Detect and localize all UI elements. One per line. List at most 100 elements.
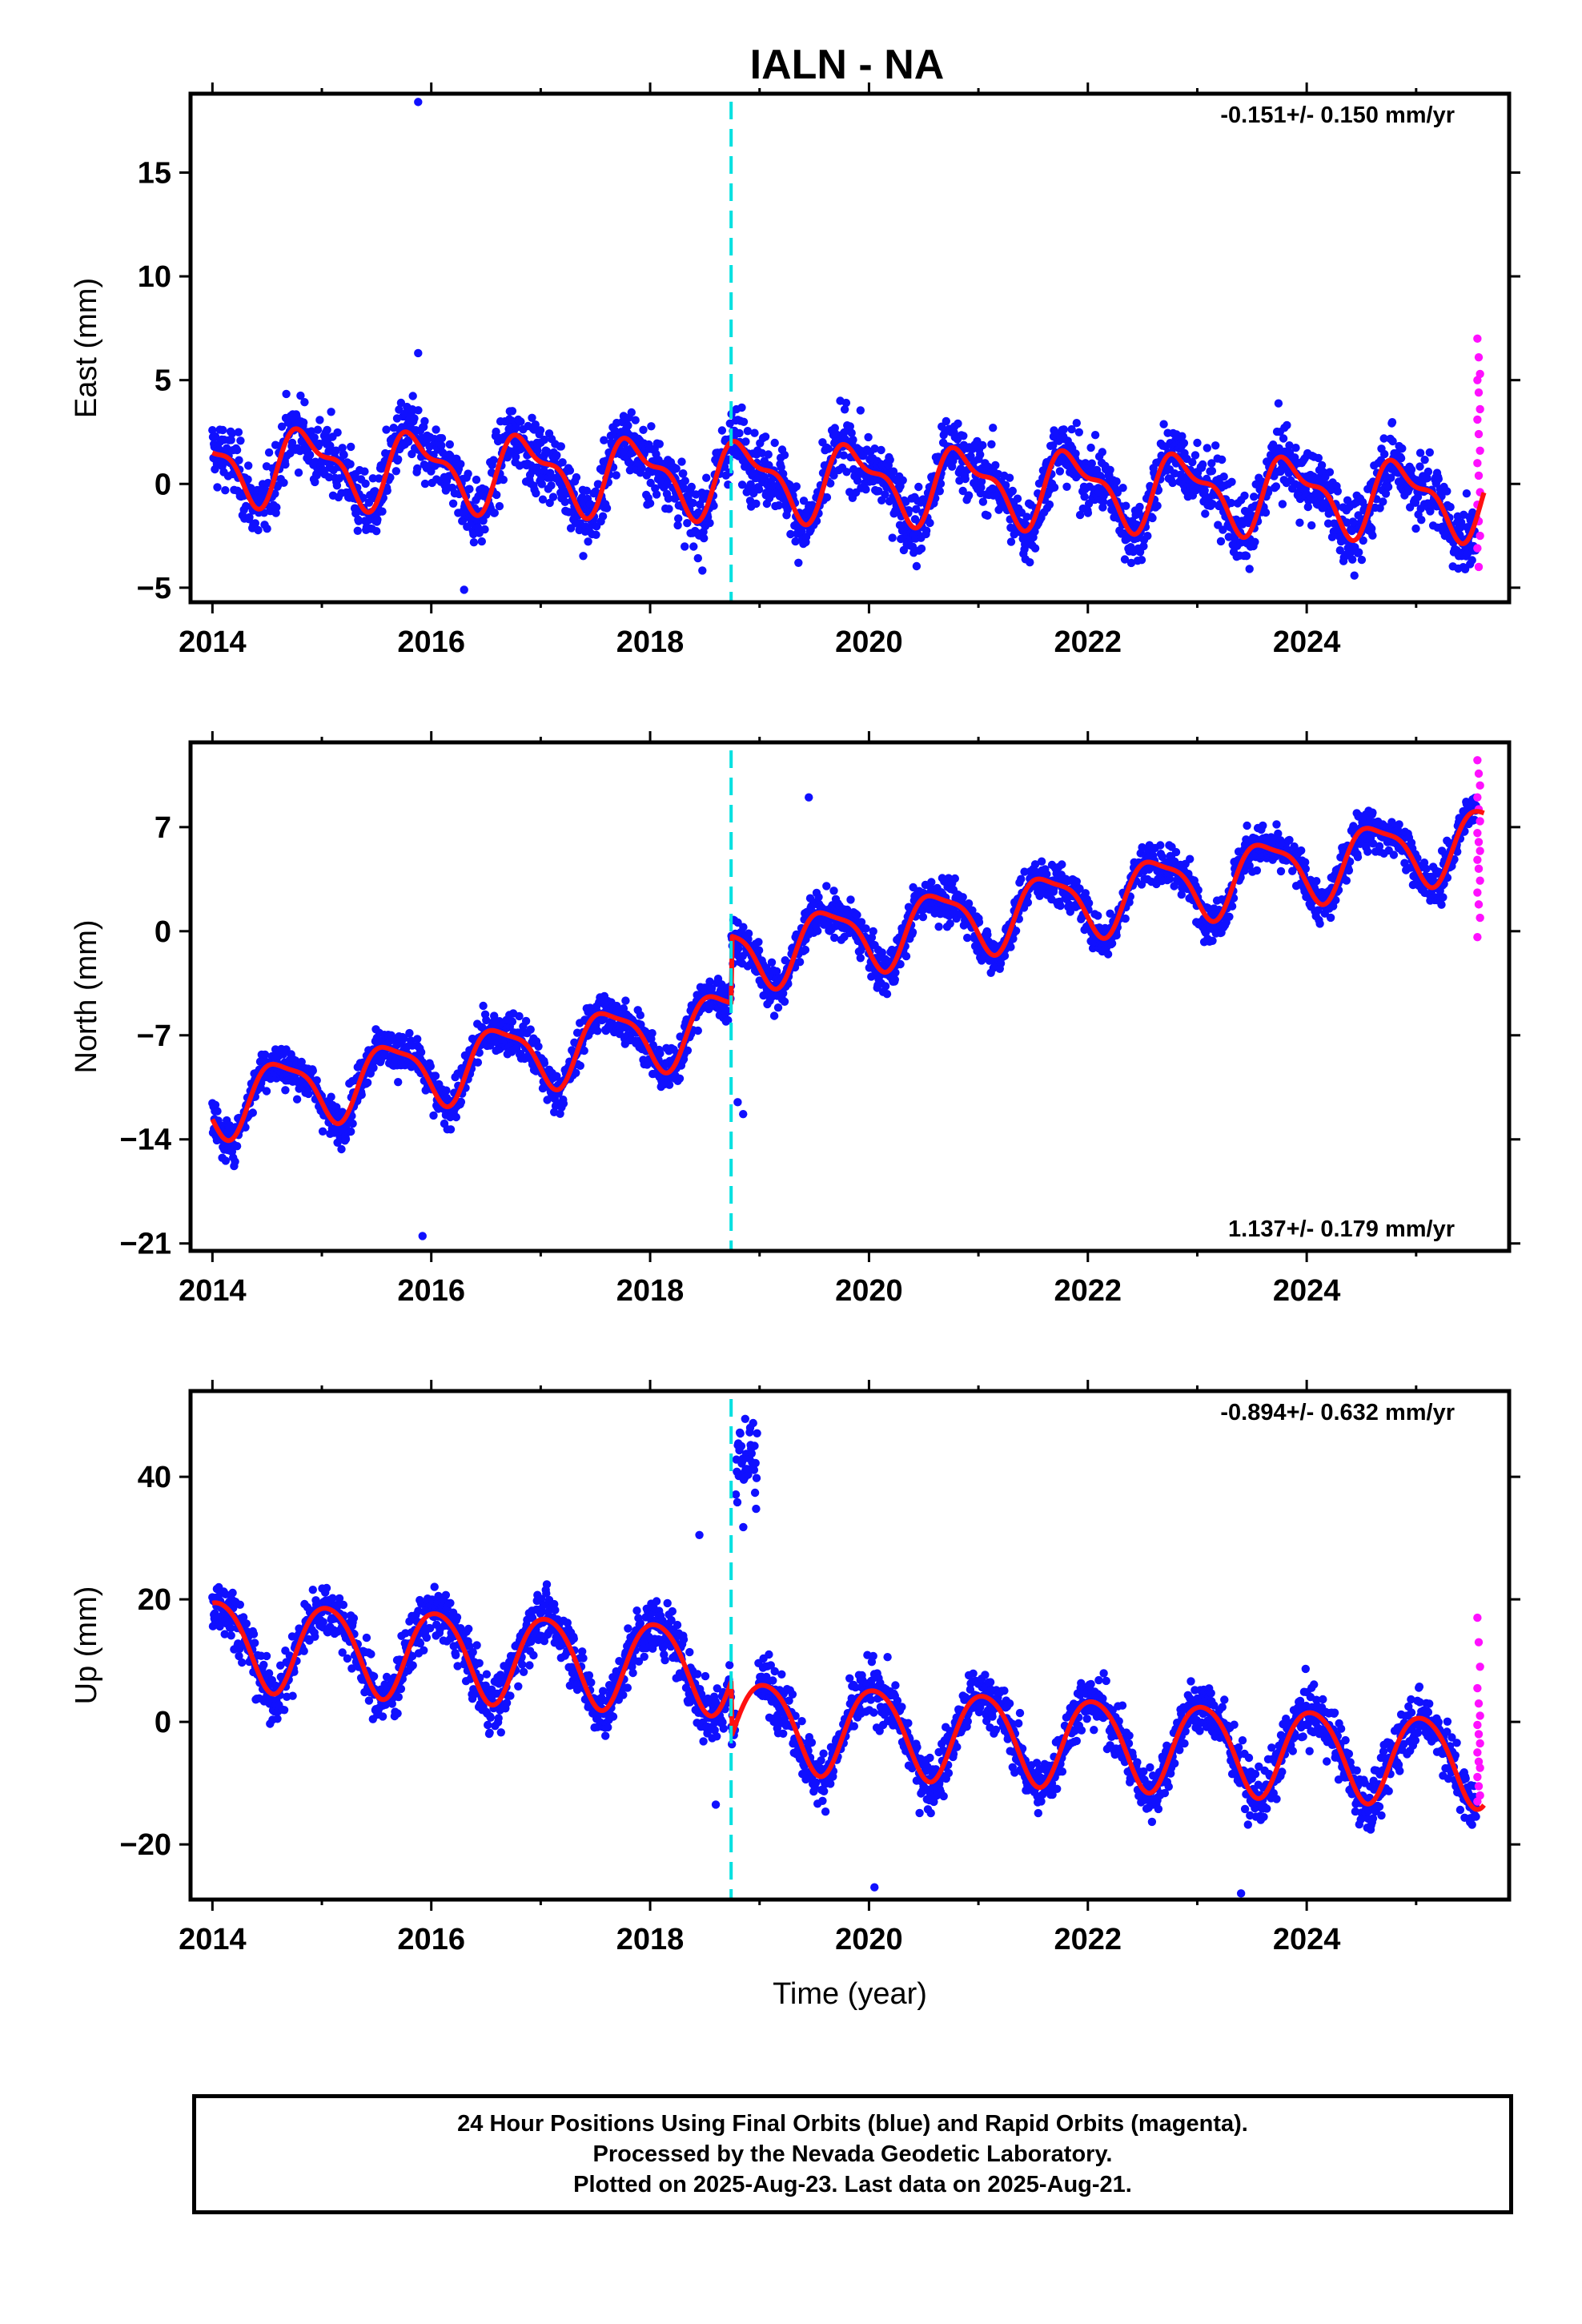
final-point bbox=[394, 1078, 403, 1087]
final-point bbox=[773, 1003, 783, 1012]
final-point bbox=[1045, 500, 1054, 509]
final-point bbox=[262, 1087, 271, 1096]
rapid-point bbox=[1476, 531, 1484, 541]
east-y-axis-label: East (mm) bbox=[70, 278, 103, 418]
final-point bbox=[1059, 425, 1069, 434]
x-tick-label: 2024 bbox=[1273, 625, 1341, 659]
final-point bbox=[869, 927, 877, 936]
final-point bbox=[829, 471, 838, 480]
final-point bbox=[888, 533, 897, 542]
final-point bbox=[373, 515, 382, 525]
final-point bbox=[698, 566, 707, 575]
final-point bbox=[636, 1011, 644, 1019]
final-point bbox=[1227, 902, 1237, 911]
final-point bbox=[357, 1090, 366, 1100]
final-point bbox=[338, 444, 347, 452]
x-tick-label: 2014 bbox=[179, 625, 247, 659]
final-point bbox=[300, 398, 309, 407]
east-plot-area bbox=[191, 94, 1509, 602]
final-point bbox=[717, 426, 727, 435]
final-point bbox=[780, 997, 789, 1007]
final-point bbox=[331, 446, 340, 455]
final-point bbox=[1396, 454, 1406, 463]
final-point bbox=[534, 1042, 543, 1051]
final-point bbox=[1383, 482, 1393, 492]
final-point bbox=[1357, 555, 1367, 565]
final-point bbox=[1425, 448, 1435, 457]
final-point bbox=[794, 558, 803, 567]
final-point bbox=[1072, 419, 1082, 428]
final-point bbox=[1355, 548, 1363, 557]
final-point bbox=[1058, 860, 1066, 869]
final-point bbox=[464, 469, 472, 478]
rapid-point bbox=[1474, 429, 1484, 439]
final-point bbox=[624, 421, 632, 430]
final-point bbox=[922, 526, 931, 535]
final-point bbox=[1314, 453, 1323, 463]
final-point bbox=[761, 432, 770, 441]
final-point bbox=[251, 519, 259, 528]
final-point bbox=[1062, 482, 1071, 491]
final-point bbox=[531, 420, 540, 429]
final-point bbox=[364, 498, 374, 507]
final-point bbox=[648, 1029, 656, 1038]
final-point bbox=[395, 405, 404, 414]
x-tick-label: 2018 bbox=[616, 625, 685, 659]
final-point bbox=[874, 487, 883, 496]
final-point bbox=[389, 424, 398, 432]
final-point bbox=[480, 525, 489, 534]
final-point bbox=[1006, 537, 1016, 546]
final-point bbox=[437, 434, 447, 443]
final-point bbox=[378, 507, 387, 516]
final-point bbox=[526, 1025, 535, 1034]
final-point bbox=[1074, 428, 1084, 436]
final-point bbox=[232, 1142, 242, 1151]
final-point bbox=[1315, 919, 1324, 928]
final-point bbox=[236, 436, 245, 445]
final-point bbox=[260, 1050, 270, 1059]
final-point bbox=[829, 887, 838, 895]
final-point bbox=[515, 1011, 524, 1021]
final-point bbox=[537, 473, 546, 482]
final-point bbox=[1218, 455, 1227, 464]
final-point bbox=[737, 403, 746, 412]
final-point bbox=[416, 1047, 426, 1057]
final-point bbox=[560, 497, 569, 506]
final-point bbox=[864, 432, 873, 442]
final-point bbox=[1006, 943, 1015, 951]
final-point bbox=[1333, 487, 1343, 496]
final-point bbox=[826, 479, 835, 488]
final-point bbox=[294, 468, 303, 477]
final-point bbox=[1240, 491, 1249, 501]
final-point bbox=[396, 398, 406, 408]
final-point bbox=[739, 417, 749, 426]
final-point bbox=[1398, 444, 1407, 453]
final-point bbox=[1084, 899, 1094, 908]
final-point bbox=[1348, 555, 1357, 564]
final-point bbox=[347, 442, 355, 452]
final-point bbox=[580, 1046, 588, 1055]
rapid-point bbox=[1474, 562, 1484, 572]
final-point bbox=[305, 450, 315, 460]
final-point bbox=[764, 450, 773, 459]
final-point bbox=[964, 491, 974, 500]
final-point bbox=[359, 493, 367, 502]
final-point bbox=[1379, 497, 1387, 506]
final-point bbox=[813, 927, 822, 935]
final-point bbox=[445, 440, 454, 449]
final-point bbox=[469, 538, 479, 547]
final-point bbox=[292, 1095, 302, 1104]
final-point bbox=[637, 464, 646, 472]
final-point bbox=[989, 424, 998, 432]
final-point bbox=[1055, 467, 1065, 476]
final-point bbox=[1446, 502, 1455, 512]
final-point bbox=[1122, 501, 1130, 510]
final-point bbox=[558, 458, 567, 467]
final-point bbox=[538, 495, 548, 504]
final-point bbox=[683, 1046, 693, 1055]
final-point bbox=[1087, 459, 1097, 468]
y-tick-label: 5 bbox=[155, 364, 171, 398]
rapid-point bbox=[1473, 544, 1482, 553]
final-point bbox=[408, 392, 417, 400]
